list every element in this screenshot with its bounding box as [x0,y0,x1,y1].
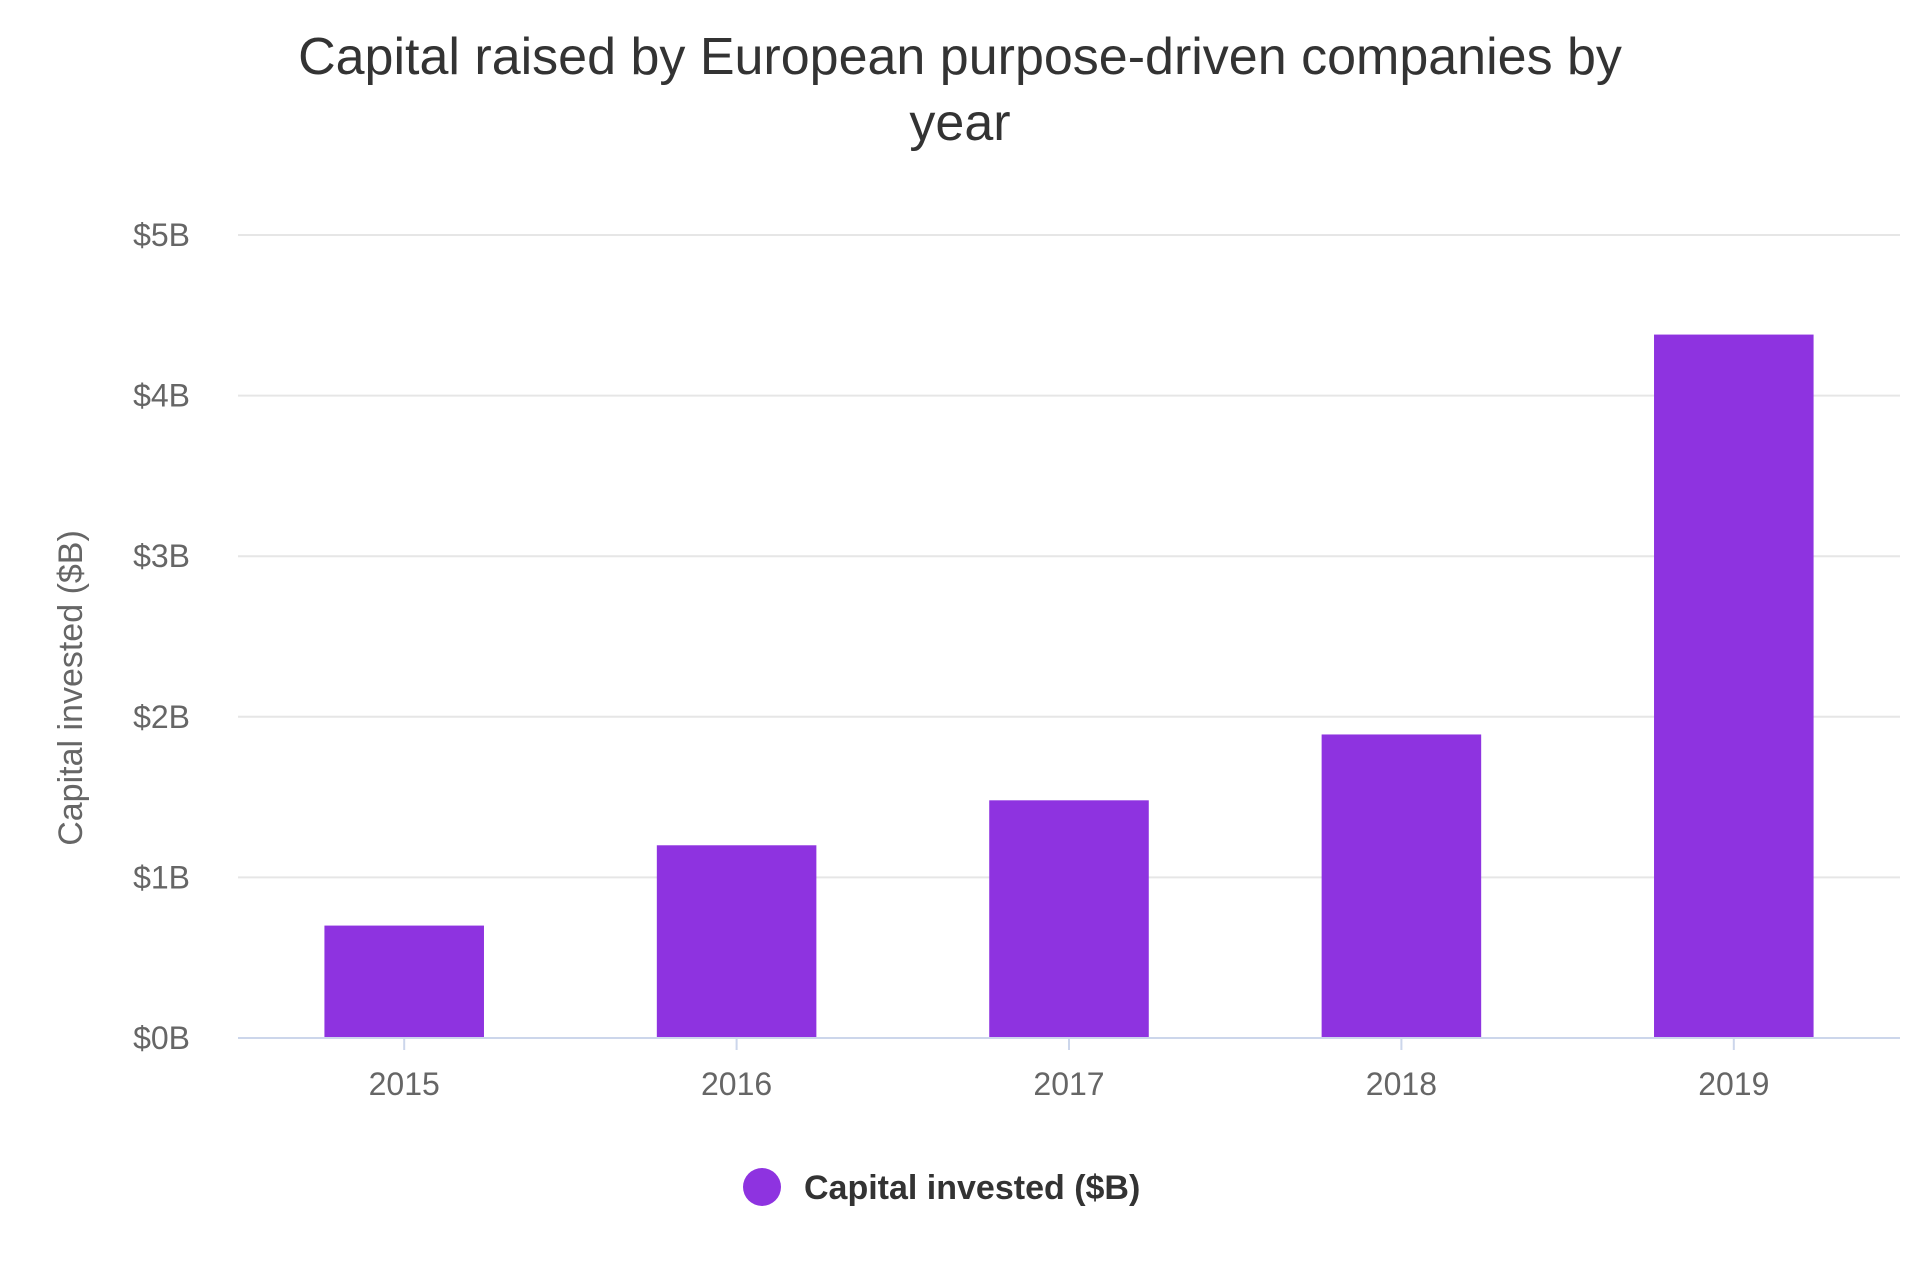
y-tick-label: $4B [133,378,190,414]
legend-swatch [743,1168,781,1206]
y-tick-label: $5B [133,217,190,253]
legend[interactable]: Capital invested ($B) [743,1168,1140,1207]
y-tick-label: $0B [133,1020,190,1056]
x-tick-label: 2018 [1366,1066,1437,1102]
bar-2019[interactable] [1654,334,1814,1038]
chart-title-line-2: year [909,94,1010,152]
legend-label: Capital invested ($B) [804,1169,1140,1207]
y-axis-tick-labels: $0B $1B $2B $3B $4B $5B [133,217,190,1056]
x-tick-label: 2019 [1698,1066,1769,1102]
x-axis: 2015 2016 2017 2018 2019 [238,1037,1900,1102]
y-axis-title: Capital invested ($B) [52,530,90,846]
bar-2016[interactable] [656,845,817,1038]
chart-title-line-1: Capital raised by European purpose-drive… [298,28,1622,86]
grid-lines [238,234,1900,879]
y-tick-label: $1B [133,859,190,895]
bar-2017[interactable] [989,800,1149,1038]
bar-2018[interactable] [1321,734,1482,1038]
y-tick-label: $3B [133,538,190,574]
x-tick-label: 2016 [701,1066,772,1102]
x-tick-label: 2015 [369,1066,440,1102]
x-tick-label: 2017 [1033,1066,1104,1102]
y-tick-label: $2B [133,699,190,735]
bar-series [324,334,1814,1038]
chart-title: Capital raised by European purpose-drive… [298,28,1622,152]
bar-2015[interactable] [324,925,484,1038]
